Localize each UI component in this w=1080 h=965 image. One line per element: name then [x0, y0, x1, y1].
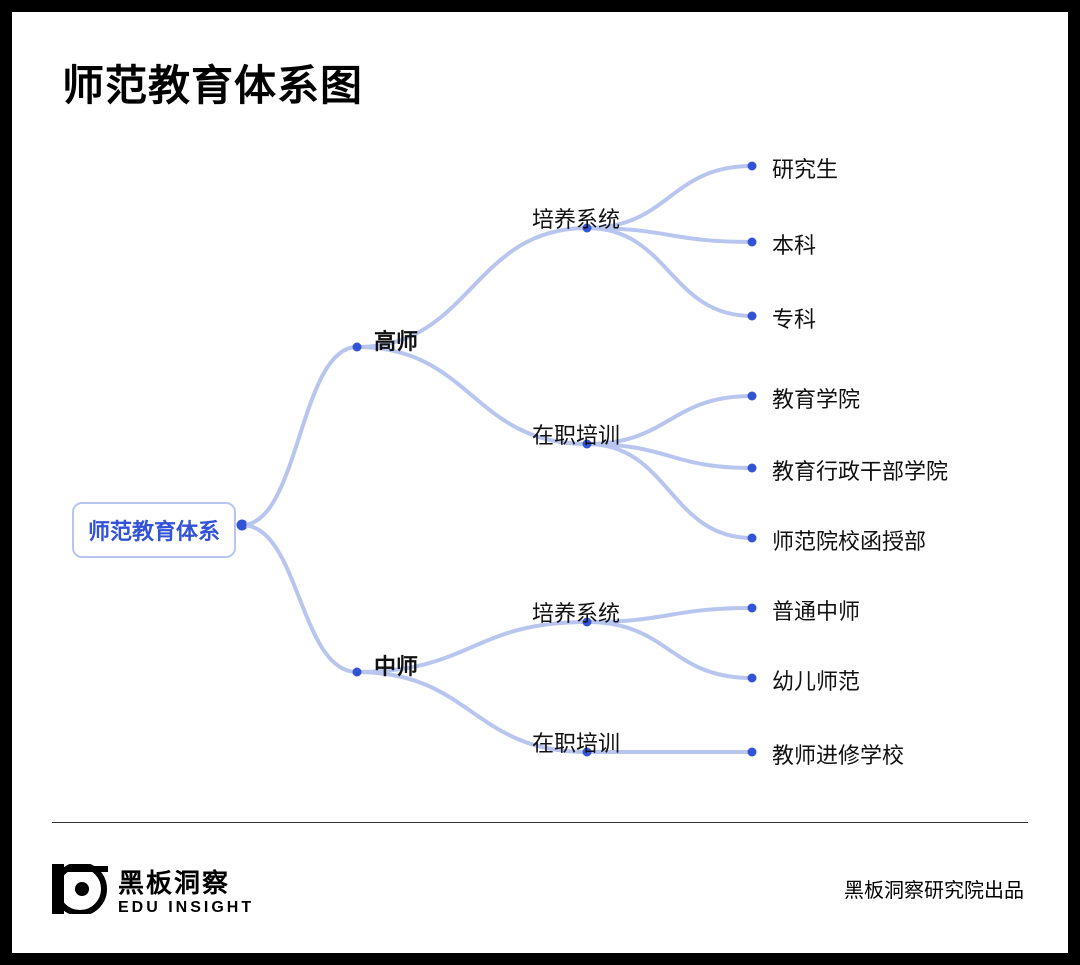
node-z_py: 培养系统: [532, 596, 620, 628]
node-zhong: 中师: [374, 649, 418, 681]
node-z_zz: 在职培训: [532, 726, 620, 758]
node-gao: 高师: [374, 324, 418, 356]
node-xzgb: 教育行政干部学院: [772, 454, 948, 486]
node-hsb: 师范院校函授部: [772, 524, 926, 556]
brand-logo-text: 黑板洞察 EDU INSIGHT: [118, 869, 254, 917]
node-jxxx: 教师进修学校: [772, 738, 904, 770]
root-node: 师范教育体系: [72, 502, 236, 558]
footer-divider: [52, 822, 1028, 823]
diagram-frame: 师范教育体系图 师范教育体系 高师中师培养系统在职培训培养系统在职培训研究生本科…: [0, 0, 1080, 965]
node-g_zz: 在职培训: [532, 418, 620, 450]
brand-name-en: EDU INSIGHT: [118, 898, 254, 917]
node-yjs: 研究生: [772, 152, 838, 184]
footer-credit: 黑板洞察研究院出品: [844, 874, 1024, 903]
node-jyxy: 教育学院: [772, 382, 860, 414]
brand-name-cn: 黑板洞察: [118, 869, 254, 898]
node-yesf: 幼儿师范: [772, 664, 860, 696]
node-ptzs: 普通中师: [772, 594, 860, 626]
node-zk: 专科: [772, 302, 816, 334]
brand-logo-icon: [52, 864, 110, 919]
node-g_py: 培养系统: [532, 202, 620, 234]
node-bk: 本科: [772, 228, 816, 260]
